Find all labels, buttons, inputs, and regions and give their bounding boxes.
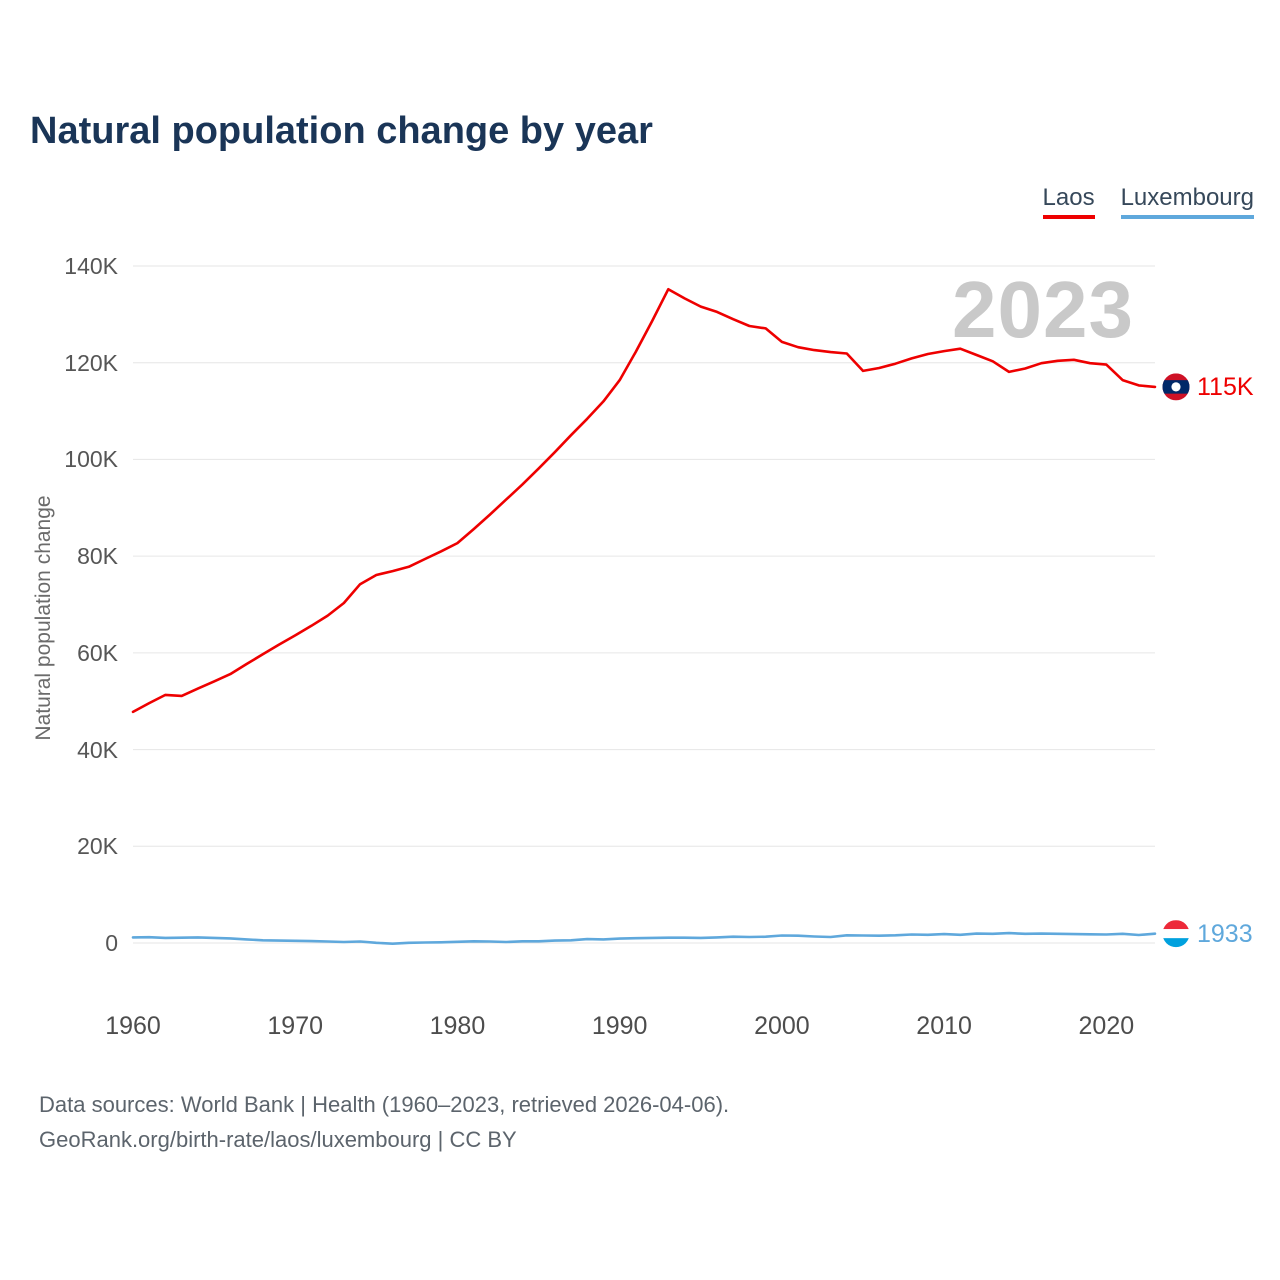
legend-item-luxembourg[interactable]: Luxembourg — [1120, 184, 1254, 219]
y-axis-title: Natural population change — [32, 495, 55, 741]
footer: Data sources: World Bank | Health (1960–… — [39, 1087, 729, 1157]
series-line-luxembourg — [131, 931, 1157, 946]
watermark-year: 2023 — [952, 265, 1134, 354]
laos-flag-icon — [1162, 373, 1190, 401]
luxembourg-flag-icon — [1162, 920, 1190, 948]
legend: Laos Luxembourg — [1042, 184, 1254, 219]
footer-data-sources: Data sources: World Bank | Health (1960–… — [39, 1092, 730, 1117]
page-title: Natural population change by year — [30, 110, 653, 152]
footer-attribution-link[interactable]: GeoRank.org/birth-rate/laos/luxembourg |… — [39, 1127, 517, 1152]
series-line-laos — [131, 287, 1157, 714]
legend-item-laos[interactable]: Laos — [1042, 184, 1095, 219]
